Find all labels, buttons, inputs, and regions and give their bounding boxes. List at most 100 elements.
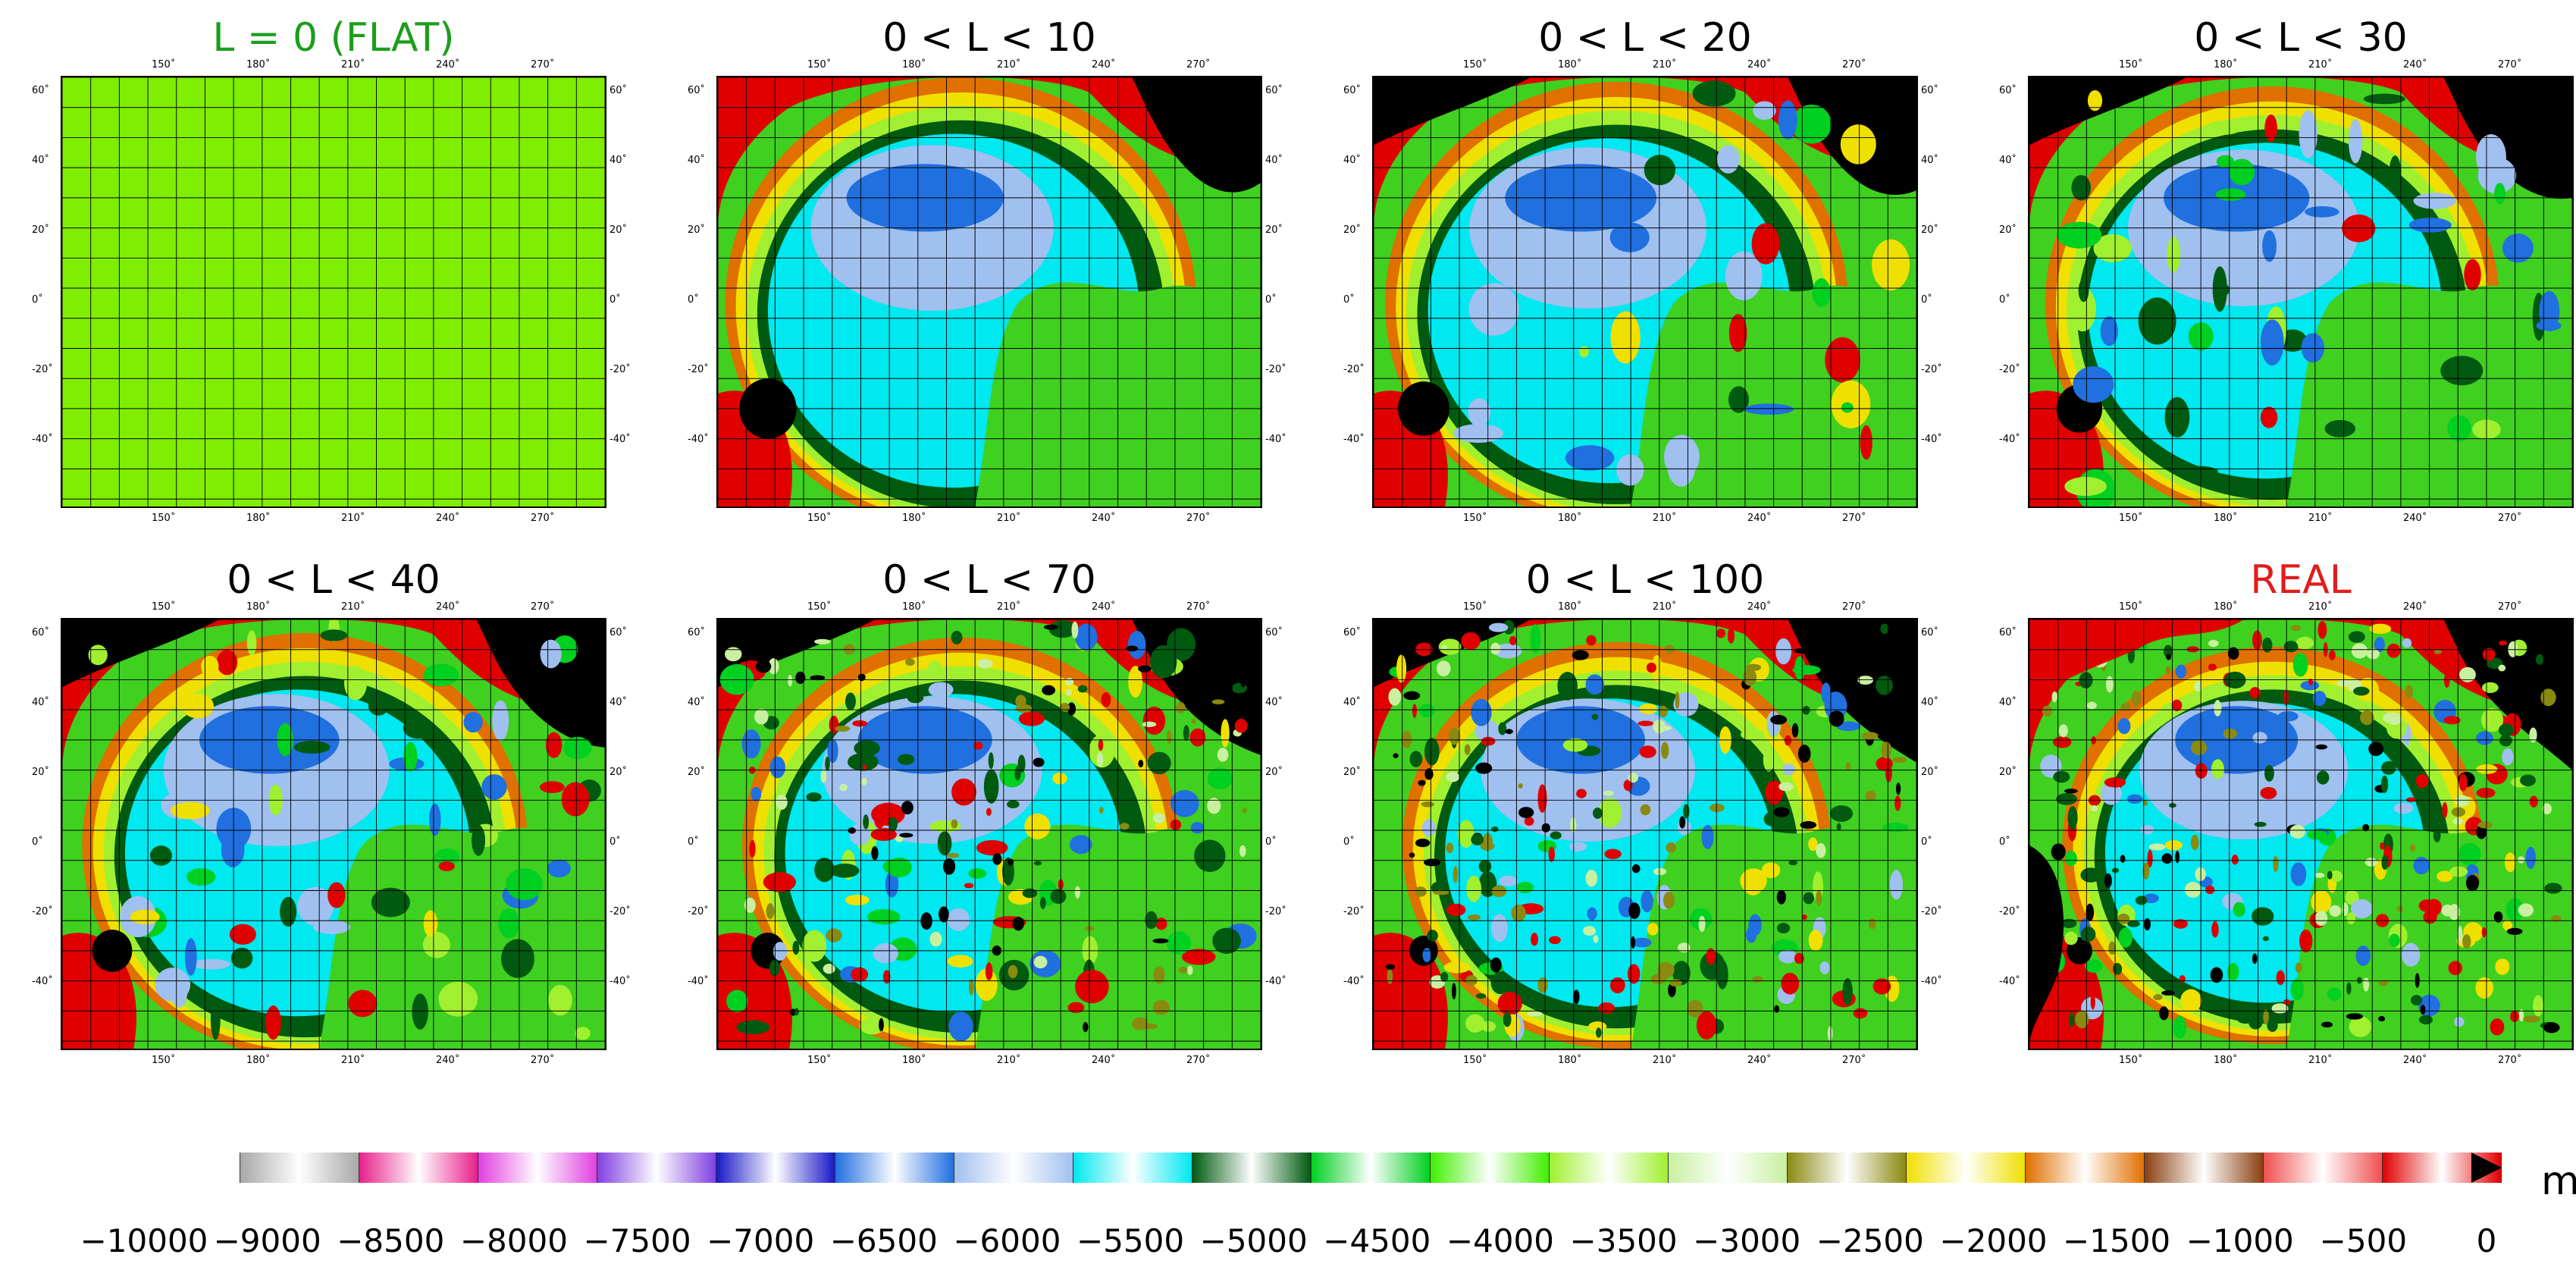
lon-tick-top: 210˚ — [1653, 601, 1677, 613]
lon-tick-bottom: 180˚ — [246, 1055, 271, 1066]
lon-tick-top: 150˚ — [807, 59, 832, 71]
lon-tick-top: 240˚ — [436, 601, 460, 613]
lon-tick-top: 180˚ — [1558, 59, 1582, 71]
colorbar-segment — [954, 1153, 1073, 1183]
lat-tick-left: -20˚ — [1999, 906, 2020, 917]
lon-tick-bottom: 270˚ — [1842, 1055, 1866, 1066]
lat-tick-left: 40˚ — [32, 697, 50, 708]
lat-tick-left: 60˚ — [1343, 627, 1362, 638]
map-panel: 0 < L < 30 150˚ 150˚ 180˚ 180˚ 210˚ 210˚ 240˚ 24… — [1999, 15, 2576, 538]
colorbar-tick-label: −10000 — [80, 1222, 208, 1259]
lon-tick-top: 150˚ — [152, 59, 176, 71]
lat-tick-left: 60˚ — [688, 85, 706, 96]
lat-tick-right: -20˚ — [1265, 364, 1286, 375]
lat-tick-left: 0˚ — [1343, 836, 1355, 848]
colorbar-tick-label: −6000 — [953, 1222, 1061, 1259]
lat-tick-right: 60˚ — [1921, 627, 1939, 638]
lat-tick-left: 0˚ — [1343, 294, 1355, 306]
colorbar-tick-label: −3500 — [1569, 1222, 1678, 1259]
colorbar-segment — [1312, 1153, 1431, 1183]
lat-tick-right: 40˚ — [1921, 155, 1939, 166]
lat-tick-left: 60˚ — [32, 627, 50, 638]
lon-tick-top: 270˚ — [531, 59, 555, 71]
lat-tick-right: -20˚ — [610, 906, 631, 917]
lat-tick-left: 0˚ — [688, 836, 699, 848]
colorbar-tick-label: −500 — [2319, 1222, 2408, 1259]
lon-tick-bottom: 210˚ — [341, 1055, 365, 1066]
colorbar-segment — [1073, 1153, 1192, 1183]
colorbar-tick-label: −1500 — [2063, 1222, 2171, 1259]
lat-tick-right: 40˚ — [1921, 697, 1939, 708]
lat-tick-right: 0˚ — [1921, 836, 1932, 848]
colorbar-tick-label: −3000 — [1693, 1222, 1801, 1259]
lat-tick-left: 0˚ — [1999, 294, 2010, 306]
lon-tick-bottom: 240˚ — [2403, 513, 2427, 524]
lat-tick-right: -40˚ — [610, 434, 631, 445]
bathymetry-map — [716, 618, 1262, 1050]
lat-tick-left: 0˚ — [32, 836, 43, 848]
lon-tick-bottom: 240˚ — [2403, 1055, 2427, 1066]
lon-tick-bottom: 150˚ — [1463, 513, 1487, 524]
lat-tick-right: 20˚ — [610, 767, 628, 778]
lat-tick-right: 60˚ — [1265, 627, 1283, 638]
lon-tick-bottom: 150˚ — [1463, 1055, 1487, 1066]
lon-tick-bottom: 270˚ — [1842, 513, 1866, 524]
lat-tick-left: -40˚ — [32, 434, 53, 445]
lat-tick-left: 40˚ — [688, 155, 706, 166]
colorbar-segment — [2264, 1153, 2383, 1183]
lon-tick-bottom: 240˚ — [1092, 513, 1116, 524]
lat-tick-right: -40˚ — [1265, 434, 1286, 445]
lon-tick-bottom: 270˚ — [1186, 1055, 1211, 1066]
colorbar-scale — [121, 1153, 2502, 1183]
lon-tick-bottom: 180˚ — [902, 513, 926, 524]
lon-tick-top: 270˚ — [2498, 59, 2522, 71]
lat-tick-left: 40˚ — [1999, 155, 2017, 166]
colorbar-tick-label: −9000 — [213, 1222, 321, 1259]
lat-tick-right: 0˚ — [1265, 294, 1277, 306]
lon-tick-top: 240˚ — [1092, 601, 1116, 613]
bathymetry-map — [1372, 76, 1918, 508]
lon-tick-top: 210˚ — [341, 59, 365, 71]
lon-tick-top: 180˚ — [1558, 601, 1582, 613]
lat-tick-right: 40˚ — [1265, 697, 1283, 708]
lon-tick-bottom: 150˚ — [2119, 1055, 2143, 1066]
lat-tick-left: 40˚ — [32, 155, 50, 166]
lon-tick-bottom: 240˚ — [1747, 513, 1772, 524]
lat-tick-left: -40˚ — [1999, 976, 2020, 987]
panel-title: 0 < L < 40 — [227, 557, 440, 603]
colorbar-segment — [1550, 1153, 1669, 1183]
lon-tick-top: 270˚ — [1842, 601, 1866, 613]
lat-tick-right: -40˚ — [1265, 976, 1286, 987]
lat-tick-left: -20˚ — [688, 906, 709, 917]
lon-tick-bottom: 150˚ — [152, 513, 176, 524]
lat-tick-right: 20˚ — [1265, 224, 1283, 236]
colorbar-segment — [121, 1153, 240, 1183]
lon-tick-bottom: 270˚ — [531, 1055, 555, 1066]
colorbar-tick-label: −5000 — [1199, 1222, 1308, 1259]
lat-tick-left: -40˚ — [1999, 434, 2020, 445]
bathymetry-map — [2028, 618, 2574, 1050]
lon-tick-top: 150˚ — [807, 601, 832, 613]
lon-tick-bottom: 210˚ — [1653, 1055, 1677, 1066]
lat-tick-left: 0˚ — [1999, 836, 2010, 848]
lat-tick-right: -40˚ — [1921, 434, 1942, 445]
lon-tick-top: 270˚ — [1842, 59, 1866, 71]
bathymetry-map — [1372, 618, 1918, 1050]
colorbar-segment — [716, 1153, 835, 1183]
lat-tick-left: 60˚ — [32, 85, 50, 96]
lat-tick-right: 40˚ — [1265, 155, 1283, 166]
lon-tick-bottom: 210˚ — [1653, 513, 1677, 524]
lon-tick-bottom: 180˚ — [1558, 513, 1582, 524]
colorbar-tick-label: −2500 — [1816, 1222, 1924, 1259]
panel-title: L = 0 (FLAT) — [212, 15, 455, 61]
lat-tick-left: 0˚ — [32, 294, 43, 306]
lat-tick-left: -40˚ — [1343, 976, 1365, 987]
panel-title: 0 < L < 30 — [2194, 15, 2408, 61]
colorbar-tick-label: −5500 — [1076, 1222, 1185, 1259]
lat-tick-left: 20˚ — [688, 767, 706, 778]
lat-tick-right: 60˚ — [1265, 85, 1283, 96]
lat-tick-right: 0˚ — [1265, 836, 1277, 848]
lat-tick-left: 40˚ — [688, 697, 706, 708]
bathymetry-map — [716, 76, 1262, 508]
bathymetry-map — [61, 76, 606, 508]
